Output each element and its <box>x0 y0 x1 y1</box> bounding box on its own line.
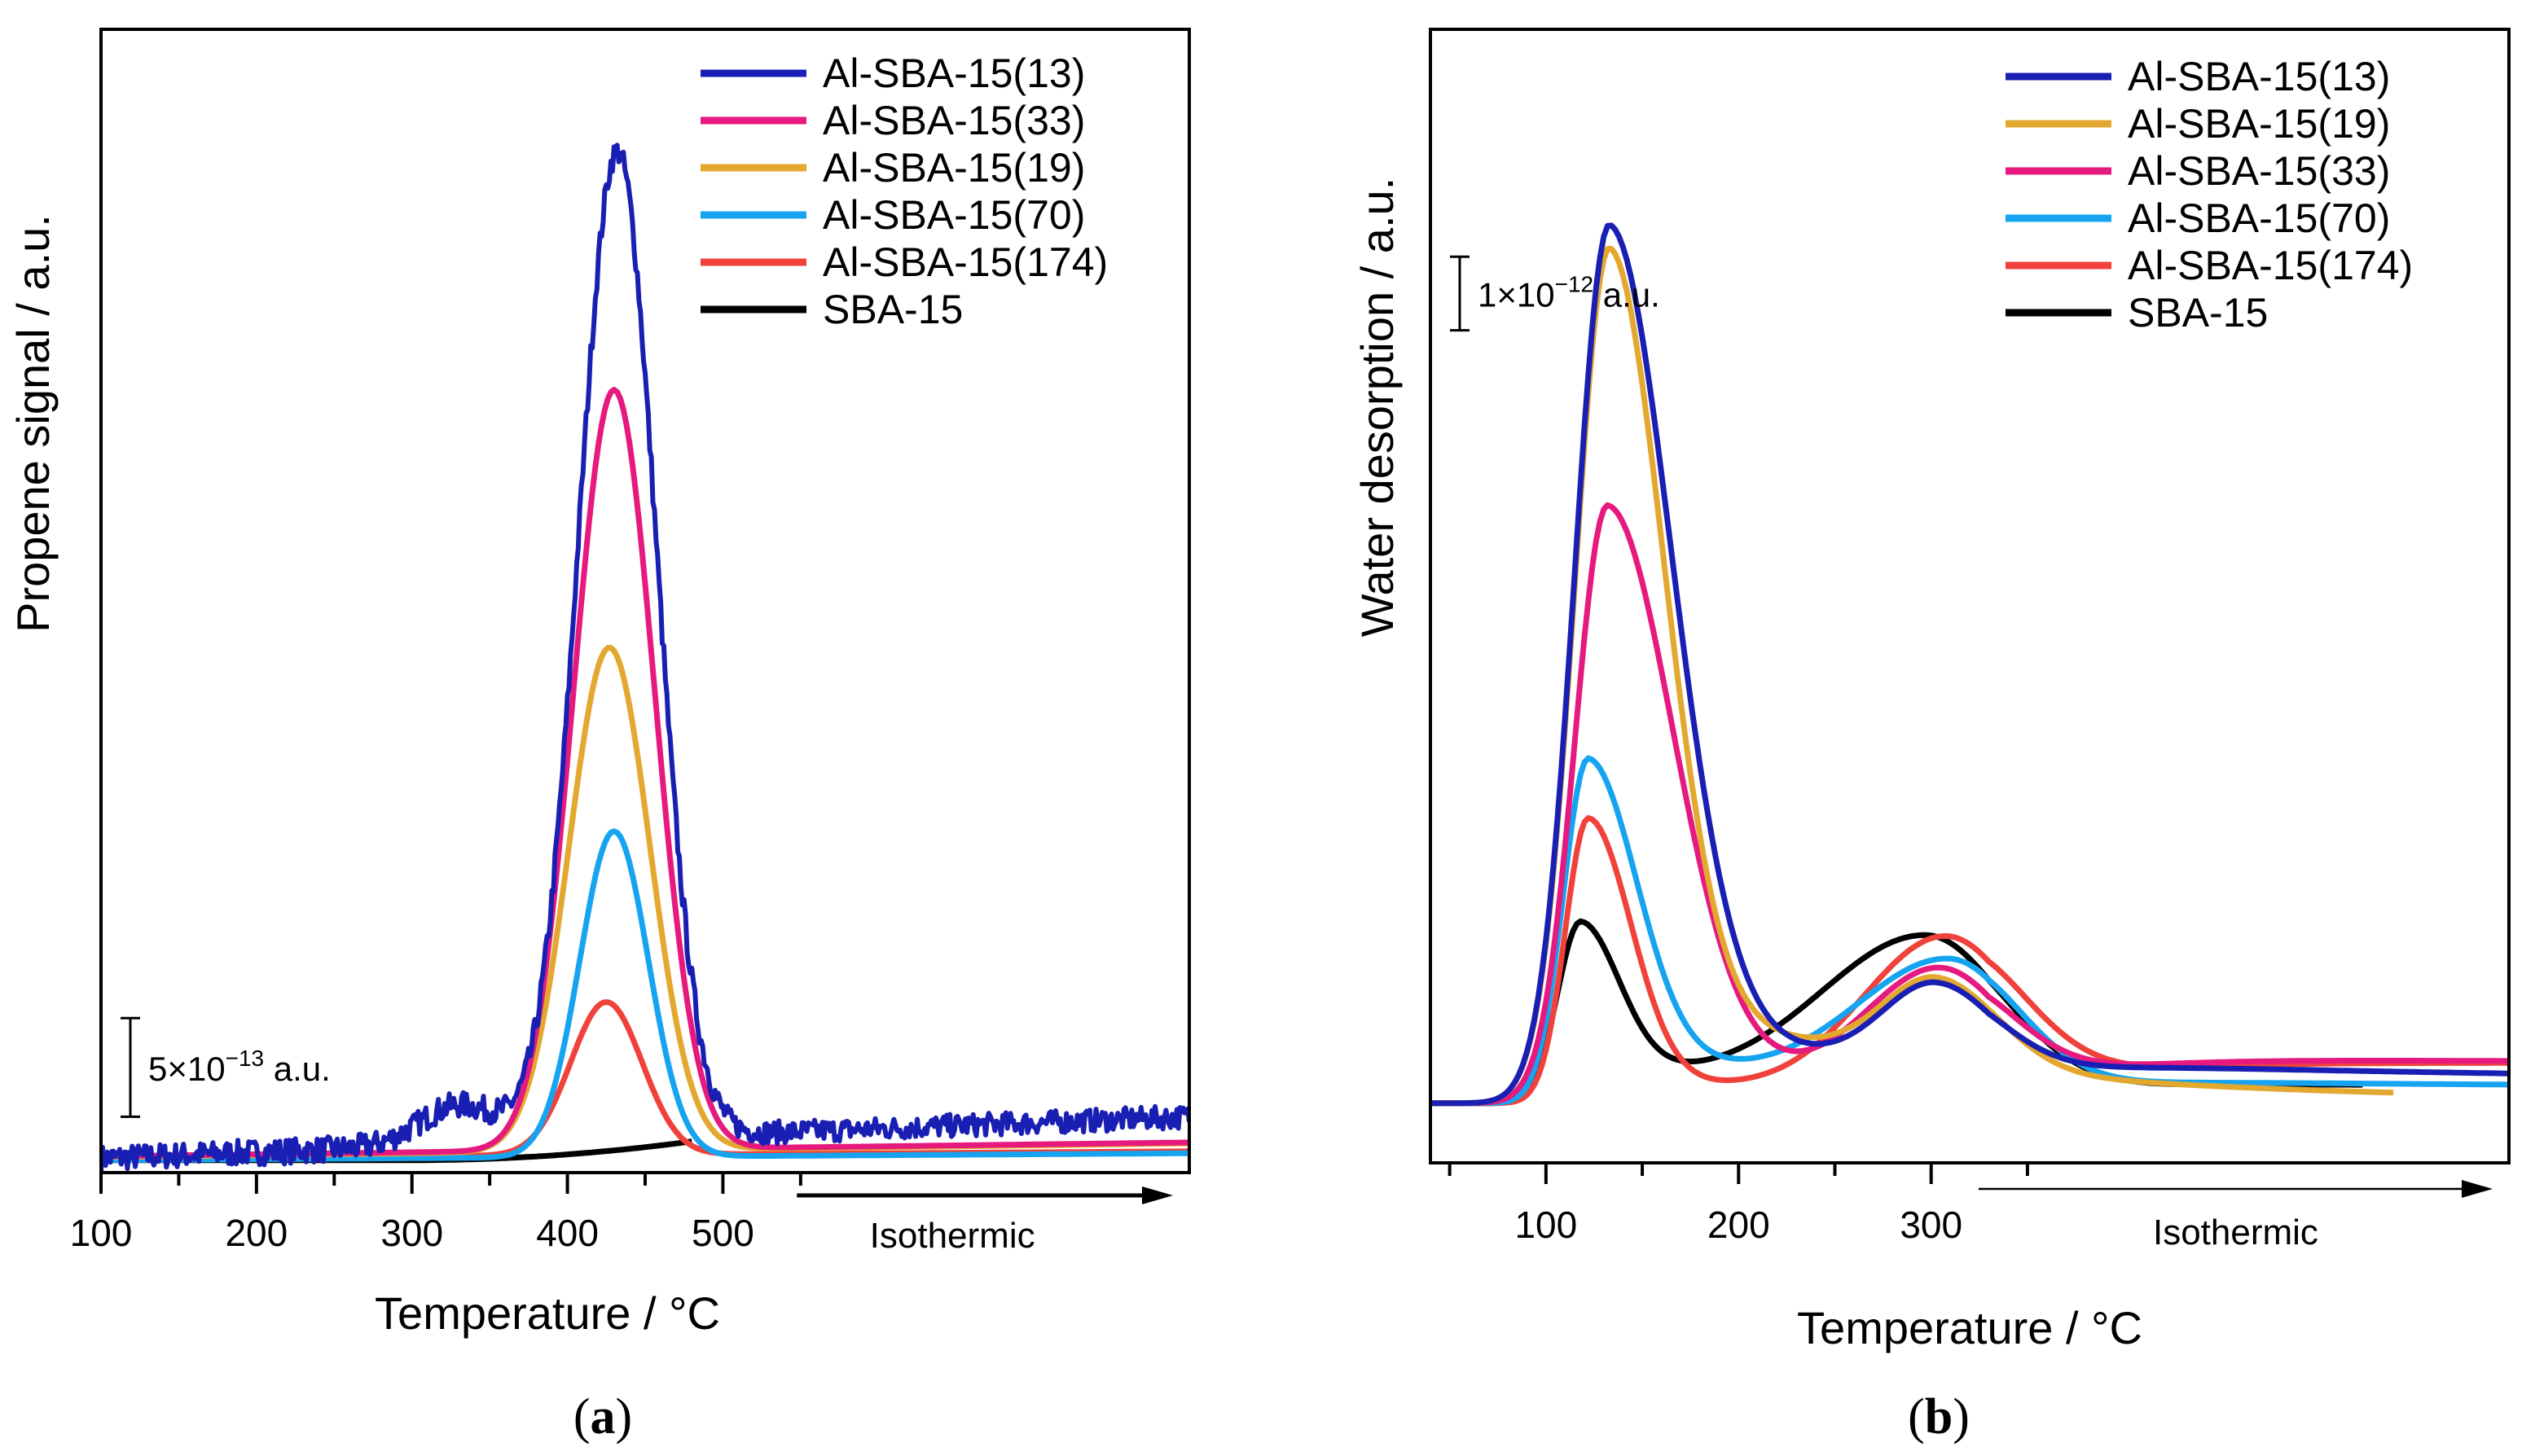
tick-label: 500 <box>692 1212 754 1254</box>
isothermic-arrow: Isothermic <box>797 1186 1173 1256</box>
legend-item: Al-SBA-15(174) <box>701 239 1108 285</box>
tick-label: 100 <box>1514 1204 1577 1246</box>
legend-label: Al-SBA-15(19) <box>823 145 1085 191</box>
isothermic-arrow: Isothermic <box>1978 1180 2493 1252</box>
legend-label: Al-SBA-15(33) <box>823 98 1085 143</box>
legend-label: Al-SBA-15(70) <box>2128 195 2390 241</box>
legend: Al-SBA-15(13)Al-SBA-15(33)Al-SBA-15(19)A… <box>701 50 1108 332</box>
legend-item: Al-SBA-15(19) <box>701 145 1085 191</box>
legend-item: Al-SBA-15(19) <box>2006 101 2390 147</box>
legend-label: Al-SBA-15(70) <box>823 192 1085 238</box>
legend-item: Al-SBA-15(174) <box>2006 243 2413 288</box>
x-axis-label: Temperature / °C <box>375 1287 720 1339</box>
series-line-Al-SBA-15(70) <box>1430 755 2509 1107</box>
series-line-Al-SBA-15(33) <box>1430 502 2509 1107</box>
tick-label: 100 <box>70 1212 133 1254</box>
panel-a: 100 200 300 400 500 Temperature / °C Propene s… <box>7 28 1191 1445</box>
x-axis: 100 200 300 400 500 <box>70 1173 802 1254</box>
tick-label: 200 <box>1707 1204 1770 1246</box>
legend-item: Al-SBA-15(33) <box>2006 148 2390 194</box>
legend-label: Al-SBA-15(13) <box>823 50 1085 96</box>
legend-item: Al-SBA-15(13) <box>701 50 1085 96</box>
legend-label: Al-SBA-15(174) <box>2128 243 2413 288</box>
isothermic-label: Isothermic <box>2153 1213 2318 1252</box>
legend-item: Al-SBA-15(13) <box>2006 54 2390 99</box>
legend-label: Al-SBA-15(33) <box>2128 148 2390 194</box>
legend-label: Al-SBA-15(19) <box>2128 101 2390 147</box>
tick-label: 300 <box>380 1212 443 1254</box>
series-line-Al-SBA-15(174) <box>1430 815 2509 1107</box>
legend-item: SBA-15 <box>2006 290 2268 335</box>
legend-item: Al-SBA-15(33) <box>701 98 1085 143</box>
series-line-Al-SBA-15(33) <box>101 387 1189 1160</box>
series-line-SBA-15 <box>1430 918 2363 1107</box>
x-axis: 100 200 300 <box>1448 1163 2029 1246</box>
panel-caption: (a) <box>573 1389 632 1445</box>
scale-bar: 5×10−13 a.u. <box>121 1016 331 1118</box>
series-lines <box>1430 222 2509 1107</box>
tick-label: 200 <box>225 1212 288 1254</box>
x-axis-label: Temperature / °C <box>1797 1302 2142 1353</box>
legend-item: Al-SBA-15(70) <box>2006 195 2390 241</box>
legend-item: Al-SBA-15(70) <box>701 192 1085 238</box>
legend-label: SBA-15 <box>2128 290 2268 335</box>
scale-bar: 1×10−12 a.u. <box>1450 255 1660 332</box>
scale-bar-label: 1×10−12 a.u. <box>1478 271 1660 314</box>
legend-label: SBA-15 <box>823 287 963 332</box>
series-lines <box>101 143 1189 1172</box>
isothermic-label: Isothermic <box>870 1216 1035 1256</box>
tick-label: 300 <box>1900 1204 1962 1246</box>
series-line-Al-SBA-15(13) <box>1430 222 2509 1107</box>
legend-label: Al-SBA-15(174) <box>823 239 1108 285</box>
panel-caption: (b) <box>1908 1389 1970 1445</box>
series-line-Al-SBA-15(13) <box>101 143 1189 1172</box>
legend-label: Al-SBA-15(13) <box>2128 54 2390 99</box>
legend: Al-SBA-15(13)Al-SBA-15(19)Al-SBA-15(33)A… <box>2006 54 2413 335</box>
plot-frame <box>1429 28 2511 1164</box>
series-line-Al-SBA-15(70) <box>101 828 1189 1164</box>
legend-item: SBA-15 <box>701 287 963 332</box>
panel-b: 100 200 300 Temperature / °C Water desorptio… <box>1351 28 2511 1445</box>
y-axis-label: Water desorption / a.u. <box>1351 178 1403 637</box>
y-axis-label: Propene signal / a.u. <box>7 214 59 633</box>
scale-bar-label: 5×10−13 a.u. <box>148 1046 331 1088</box>
tick-label: 400 <box>536 1212 599 1254</box>
